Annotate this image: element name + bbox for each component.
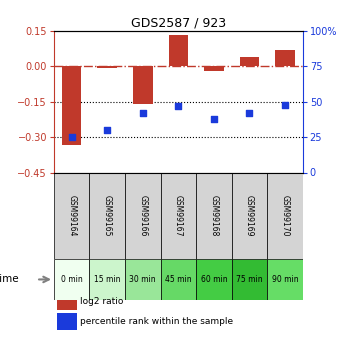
- Text: GSM99169: GSM99169: [245, 195, 254, 236]
- Text: log2 ratio: log2 ratio: [80, 297, 124, 306]
- Bar: [57, 313, 77, 330]
- Bar: [267, 172, 303, 259]
- Text: time: time: [0, 275, 19, 284]
- Bar: [133, 66, 152, 104]
- Title: GDS2587 / 923: GDS2587 / 923: [131, 17, 226, 30]
- Bar: [232, 259, 267, 300]
- Text: GSM99164: GSM99164: [67, 195, 76, 236]
- Point: [282, 102, 288, 107]
- Bar: [125, 259, 160, 300]
- Bar: [54, 172, 89, 259]
- Bar: [196, 172, 232, 259]
- Bar: [97, 66, 117, 68]
- Text: GSM99167: GSM99167: [174, 195, 183, 236]
- Point: [140, 110, 145, 116]
- Point: [104, 127, 110, 133]
- Bar: [267, 259, 303, 300]
- Text: GSM99165: GSM99165: [103, 195, 112, 236]
- Bar: [89, 259, 125, 300]
- Point: [211, 116, 217, 121]
- Text: GSM99168: GSM99168: [209, 195, 219, 236]
- Text: 45 min: 45 min: [165, 275, 192, 284]
- Text: 0 min: 0 min: [61, 275, 82, 284]
- Text: GSM99170: GSM99170: [280, 195, 290, 236]
- Text: 30 min: 30 min: [129, 275, 156, 284]
- Bar: [204, 66, 224, 71]
- Point: [247, 110, 252, 116]
- Bar: [196, 259, 232, 300]
- Text: 90 min: 90 min: [272, 275, 298, 284]
- Bar: [125, 172, 160, 259]
- Bar: [232, 172, 267, 259]
- Text: 15 min: 15 min: [94, 275, 120, 284]
- Bar: [62, 66, 81, 145]
- Bar: [160, 259, 196, 300]
- Text: 60 min: 60 min: [200, 275, 227, 284]
- Text: GSM99166: GSM99166: [138, 195, 147, 236]
- Point: [175, 103, 181, 109]
- Bar: [89, 172, 125, 259]
- Bar: [54, 259, 89, 300]
- Bar: [160, 172, 196, 259]
- Point: [69, 135, 74, 140]
- Bar: [168, 34, 188, 66]
- Bar: [275, 50, 295, 66]
- Bar: [57, 294, 77, 310]
- Bar: [240, 57, 259, 66]
- Text: percentile rank within the sample: percentile rank within the sample: [80, 317, 233, 326]
- Text: 75 min: 75 min: [236, 275, 263, 284]
